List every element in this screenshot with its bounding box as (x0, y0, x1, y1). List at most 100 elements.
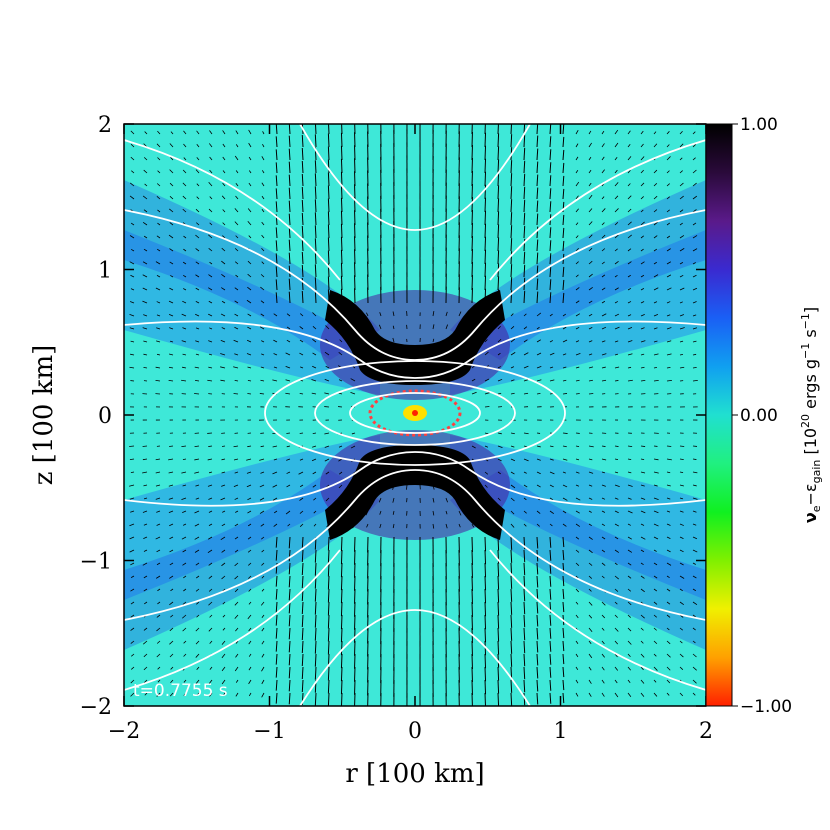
velocity-arrow-1494 (589, 393, 593, 394)
velocity-arrow-654 (315, 628, 316, 641)
velocity-arrow-660 (328, 121, 329, 134)
velocity-arrow-1143 (485, 406, 489, 407)
velocity-arrow-701 (328, 667, 329, 680)
velocity-arrow-1222 (511, 277, 512, 290)
velocity-arrow-1160 (485, 628, 486, 642)
velocity-arrow-1159 (485, 615, 486, 629)
velocity-arrow-657 (315, 667, 316, 680)
velocity-arrow-692 (328, 550, 329, 563)
velocity-arrow-694 (328, 576, 329, 589)
velocity-arrow-745 (341, 667, 342, 681)
velocity-arrow-616 (315, 121, 316, 134)
velocity-arrow-713 (341, 237, 342, 251)
colorbar-label-nu: ν (801, 512, 820, 523)
heatmap-plot-area (124, 116, 706, 710)
velocity-arrow-1262 (524, 226, 525, 238)
velocity-arrow-617 (315, 134, 316, 147)
x-tick-label-3: 1 (554, 719, 568, 744)
velocity-arrow-1542 (602, 446, 605, 447)
velocity-arrow-1221 (511, 264, 512, 277)
velocity-arrow-1265 (524, 265, 525, 277)
velocity-arrow-372 (234, 393, 238, 394)
velocity-arrow-1581 (615, 380, 618, 381)
colorbar-label-units-mid: ergs g (801, 359, 820, 414)
velocity-arrow-622 (315, 199, 316, 212)
velocity-arrow-1173 (498, 211, 499, 225)
velocity-arrow-1131 (485, 237, 486, 251)
velocity-arrow-1215 (511, 186, 512, 199)
velocity-arrow-1258 (524, 174, 525, 186)
velocity-arrow-1176 (498, 250, 499, 264)
velocity-arrow-920 (406, 485, 407, 490)
velocity-arrow-1259 (524, 187, 525, 199)
velocity-arrow-1249 (511, 641, 512, 654)
velocity-arrow-669 (328, 238, 329, 251)
velocity-arrow-735 (341, 537, 342, 551)
velocity-arrow-1171 (498, 185, 499, 199)
velocity-arrow-1132 (485, 250, 486, 264)
velocity-arrow-1134 (485, 276, 486, 290)
velocity-arrow-1296 (524, 680, 525, 692)
velocity-arrow-1219 (511, 238, 512, 251)
velocity-arrow-1247 (511, 615, 512, 628)
y-tick-label-3: 1 (98, 259, 112, 284)
velocity-arrow-712 (341, 224, 342, 238)
velocity-arrow-24 (129, 446, 134, 447)
velocity-arrow-716 (341, 276, 342, 290)
velocity-arrow-711 (341, 211, 342, 225)
velocity-arrow-663 (328, 160, 329, 173)
colorbar-label-exp-s: −1 (799, 313, 812, 329)
velocity-arrow-1172 (498, 198, 499, 212)
velocity-arrow-746 (341, 680, 342, 694)
velocity-arrow-1124 (485, 146, 486, 160)
velocity-arrow-1260 (524, 200, 525, 212)
velocity-arrow-624 (315, 225, 316, 238)
colorbar-ticks: 1.000.00−1.00 (732, 115, 792, 717)
velocity-arrow-1291 (524, 615, 525, 627)
velocity-arrow-620 (315, 173, 316, 186)
velocity-arrow-1127 (485, 185, 486, 199)
velocity-arrow-1213 (511, 160, 512, 173)
colorbar-ramp (706, 124, 732, 706)
velocity-arrow-1287 (524, 563, 525, 575)
velocity-arrow-1122 (485, 120, 486, 134)
velocity-arrow-1294 (524, 654, 525, 666)
velocity-arrow-1179 (498, 289, 499, 303)
velocity-arrow-649 (315, 563, 316, 576)
velocity-arrow-1295 (524, 667, 525, 679)
velocity-arrow-702 (328, 680, 329, 693)
velocity-arrow-1204 (498, 628, 499, 642)
velocity-arrow-595 (300, 433, 303, 434)
velocity-arrow-652 (315, 602, 316, 615)
velocity-arrow-715 (341, 263, 342, 277)
velocity-arrow-1244 (511, 576, 512, 589)
velocity-arrow-288 (208, 446, 212, 447)
velocity-arrow-1175 (498, 237, 499, 251)
velocity-arrow-672 (328, 277, 329, 290)
velocity-arrow-714 (341, 250, 342, 264)
y-axis-label: z [100 km] (29, 345, 59, 486)
velocity-arrow-1200 (498, 576, 499, 590)
velocity-arrow-1406 (563, 393, 567, 394)
velocity-arrow-707 (341, 159, 342, 173)
velocity-arrow-744 (341, 654, 342, 668)
velocity-arrow-1199 (498, 563, 499, 577)
velocity-arrow-665 (328, 186, 329, 199)
velocity-arrow-1248 (511, 628, 512, 641)
velocity-arrow-1250 (511, 654, 512, 667)
velocity-arrow-737 (341, 563, 342, 577)
velocity-arrow-705 (341, 133, 342, 147)
colorbar-label-epsilon: −ε (801, 483, 820, 505)
velocity-arrow-739 (341, 589, 342, 603)
velocity-arrow-1133 (485, 263, 486, 277)
velocity-arrow-1123 (485, 133, 486, 147)
core-point (412, 410, 418, 416)
velocity-arrow-704 (341, 120, 342, 134)
velocity-arrow-1162 (485, 654, 486, 668)
colorbar-label-units-close: ] (801, 307, 820, 313)
velocity-arrow-1674 (641, 446, 645, 447)
velocity-arrow-1130 (485, 224, 486, 238)
y-tick-label-4: 2 (98, 113, 112, 138)
colorbar: 1.000.00−1.00 νe−εgain [1020 ergs g−1 s−… (706, 115, 823, 717)
velocity-arrow-1209 (498, 693, 499, 707)
